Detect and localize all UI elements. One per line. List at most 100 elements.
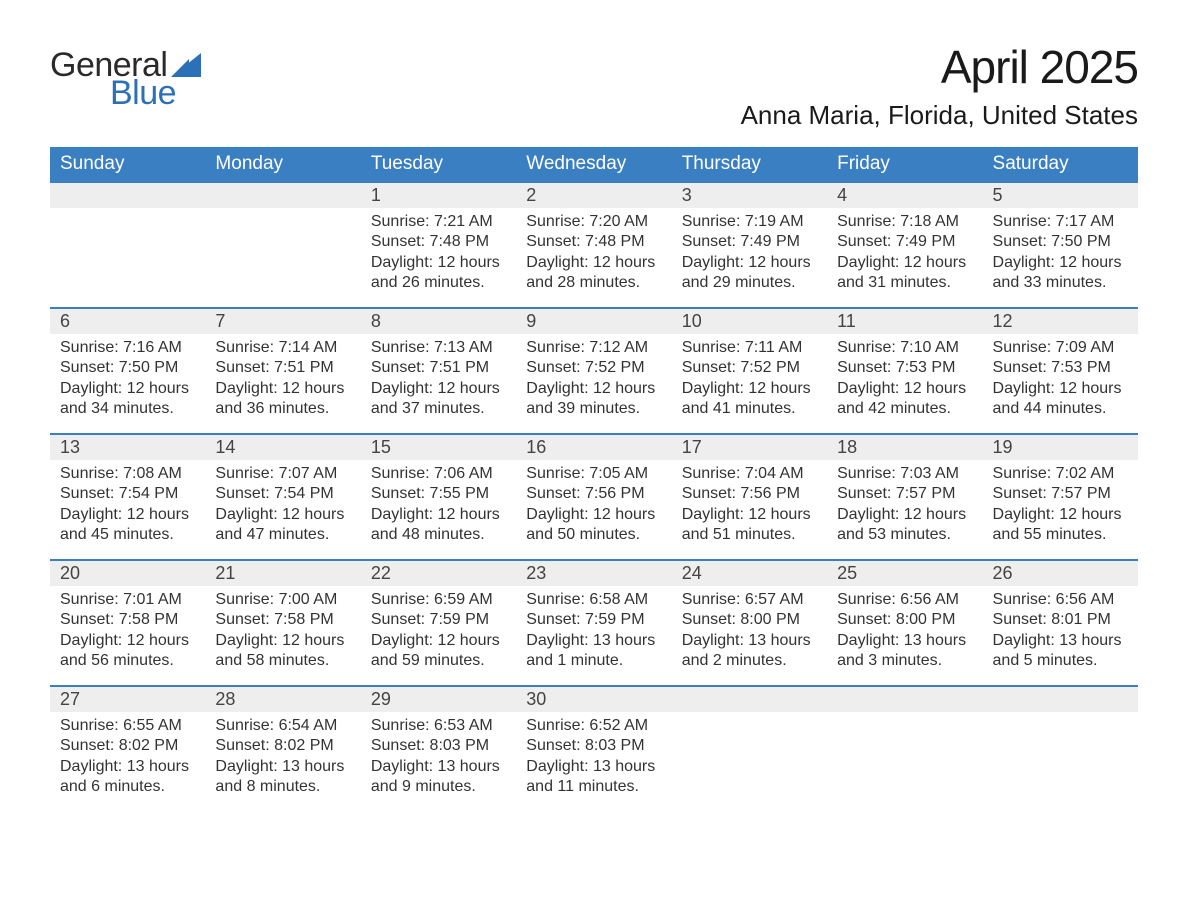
day-cell: 4Sunrise: 7:18 AMSunset: 7:49 PMDaylight… [827,183,982,307]
day-number: 15 [361,435,516,460]
daylight-line: Daylight: 13 hours and 9 minutes. [371,757,506,798]
day-body: Sunrise: 7:00 AMSunset: 7:58 PMDaylight:… [205,586,360,680]
day-cell: 25Sunrise: 6:56 AMSunset: 8:00 PMDayligh… [827,561,982,685]
sunset-line: Sunset: 7:59 PM [371,610,506,630]
day-cell: 11Sunrise: 7:10 AMSunset: 7:53 PMDayligh… [827,309,982,433]
sunrise-line: Sunrise: 7:18 AM [837,212,972,232]
day-number: 2 [516,183,671,208]
sunset-line: Sunset: 8:02 PM [215,736,350,756]
daylight-line: Daylight: 13 hours and 6 minutes. [60,757,195,798]
daylight-line: Daylight: 12 hours and 58 minutes. [215,631,350,672]
day-body: Sunrise: 6:53 AMSunset: 8:03 PMDaylight:… [361,712,516,806]
day-of-week-header: Thursday [672,147,827,181]
day-body: Sunrise: 7:16 AMSunset: 7:50 PMDaylight:… [50,334,205,428]
day-body: Sunrise: 7:17 AMSunset: 7:50 PMDaylight:… [983,208,1138,302]
day-number: 6 [50,309,205,334]
daylight-line: Daylight: 12 hours and 51 minutes. [682,505,817,546]
day-body: Sunrise: 7:03 AMSunset: 7:57 PMDaylight:… [827,460,982,554]
daylight-line: Daylight: 12 hours and 28 minutes. [526,253,661,294]
day-cell: 7Sunrise: 7:14 AMSunset: 7:51 PMDaylight… [205,309,360,433]
calendar-grid: SundayMondayTuesdayWednesdayThursdayFrid… [50,147,1138,811]
sunrise-line: Sunrise: 6:52 AM [526,716,661,736]
day-body: Sunrise: 7:05 AMSunset: 7:56 PMDaylight:… [516,460,671,554]
daylight-line: Daylight: 12 hours and 45 minutes. [60,505,195,546]
day-number: 8 [361,309,516,334]
location-subtitle: Anna Maria, Florida, United States [741,100,1138,131]
sunrise-line: Sunrise: 7:04 AM [682,464,817,484]
daylight-line: Daylight: 12 hours and 39 minutes. [526,379,661,420]
day-body: Sunrise: 6:57 AMSunset: 8:00 PMDaylight:… [672,586,827,680]
title-block: April 2025 Anna Maria, Florida, United S… [741,40,1138,131]
day-number: 3 [672,183,827,208]
sunset-line: Sunset: 8:00 PM [682,610,817,630]
sunrise-line: Sunrise: 6:56 AM [993,590,1128,610]
day-number: 13 [50,435,205,460]
day-cell: 28Sunrise: 6:54 AMSunset: 8:02 PMDayligh… [205,687,360,811]
sunrise-line: Sunrise: 7:01 AM [60,590,195,610]
day-cell: 23Sunrise: 6:58 AMSunset: 7:59 PMDayligh… [516,561,671,685]
sunset-line: Sunset: 7:52 PM [682,358,817,378]
day-body: Sunrise: 7:18 AMSunset: 7:49 PMDaylight:… [827,208,982,302]
sunset-line: Sunset: 8:01 PM [993,610,1128,630]
day-cell: 3Sunrise: 7:19 AMSunset: 7:49 PMDaylight… [672,183,827,307]
sunset-line: Sunset: 7:57 PM [993,484,1128,504]
day-body: Sunrise: 7:02 AMSunset: 7:57 PMDaylight:… [983,460,1138,554]
day-number: 11 [827,309,982,334]
sunrise-line: Sunrise: 7:20 AM [526,212,661,232]
daylight-line: Daylight: 13 hours and 11 minutes. [526,757,661,798]
sunrise-line: Sunrise: 7:19 AM [682,212,817,232]
brand-logo: General Blue [50,48,201,110]
day-cell: 13Sunrise: 7:08 AMSunset: 7:54 PMDayligh… [50,435,205,559]
week-row: 27Sunrise: 6:55 AMSunset: 8:02 PMDayligh… [50,685,1138,811]
sunset-line: Sunset: 7:52 PM [526,358,661,378]
sunrise-line: Sunrise: 7:02 AM [993,464,1128,484]
daylight-line: Daylight: 12 hours and 50 minutes. [526,505,661,546]
sunset-line: Sunset: 7:48 PM [526,232,661,252]
day-cell: 18Sunrise: 7:03 AMSunset: 7:57 PMDayligh… [827,435,982,559]
sunrise-line: Sunrise: 7:11 AM [682,338,817,358]
daylight-line: Daylight: 12 hours and 36 minutes. [215,379,350,420]
day-body: Sunrise: 7:09 AMSunset: 7:53 PMDaylight:… [983,334,1138,428]
daylight-line: Daylight: 13 hours and 1 minute. [526,631,661,672]
day-body: Sunrise: 6:58 AMSunset: 7:59 PMDaylight:… [516,586,671,680]
sunset-line: Sunset: 8:03 PM [526,736,661,756]
sunrise-line: Sunrise: 7:08 AM [60,464,195,484]
day-of-week-header: Tuesday [361,147,516,181]
day-number: 29 [361,687,516,712]
weeks-container: 1Sunrise: 7:21 AMSunset: 7:48 PMDaylight… [50,181,1138,811]
sunrise-line: Sunrise: 7:12 AM [526,338,661,358]
day-body: Sunrise: 7:06 AMSunset: 7:55 PMDaylight:… [361,460,516,554]
sunrise-line: Sunrise: 7:16 AM [60,338,195,358]
day-cell [983,687,1138,811]
day-cell: 16Sunrise: 7:05 AMSunset: 7:56 PMDayligh… [516,435,671,559]
day-number: 30 [516,687,671,712]
week-row: 1Sunrise: 7:21 AMSunset: 7:48 PMDaylight… [50,181,1138,307]
day-number: 26 [983,561,1138,586]
day-cell: 29Sunrise: 6:53 AMSunset: 8:03 PMDayligh… [361,687,516,811]
day-number: 16 [516,435,671,460]
day-body: Sunrise: 7:19 AMSunset: 7:49 PMDaylight:… [672,208,827,302]
day-cell: 19Sunrise: 7:02 AMSunset: 7:57 PMDayligh… [983,435,1138,559]
day-cell: 8Sunrise: 7:13 AMSunset: 7:51 PMDaylight… [361,309,516,433]
day-number: 28 [205,687,360,712]
daylight-line: Daylight: 12 hours and 59 minutes. [371,631,506,672]
sunset-line: Sunset: 7:56 PM [526,484,661,504]
day-cell [827,687,982,811]
sunset-line: Sunset: 7:59 PM [526,610,661,630]
sunrise-line: Sunrise: 6:53 AM [371,716,506,736]
day-of-week-header: Monday [205,147,360,181]
day-number: 4 [827,183,982,208]
day-cell: 12Sunrise: 7:09 AMSunset: 7:53 PMDayligh… [983,309,1138,433]
sunrise-line: Sunrise: 7:10 AM [837,338,972,358]
logo-text-blue: Blue [110,76,201,110]
day-cell: 30 Sunrise: 6:52 AMSunset: 8:03 PMDayligh… [516,687,671,811]
day-body: Sunrise: 7:12 AMSunset: 7:52 PMDaylight:… [516,334,671,428]
day-number: 14 [205,435,360,460]
day-number: 18 [827,435,982,460]
day-cell: 5Sunrise: 7:17 AMSunset: 7:50 PMDaylight… [983,183,1138,307]
sunrise-line: Sunrise: 6:57 AM [682,590,817,610]
sunset-line: Sunset: 7:50 PM [60,358,195,378]
day-body: Sunrise: 7:20 AMSunset: 7:48 PMDaylight:… [516,208,671,302]
sunset-line: Sunset: 7:53 PM [837,358,972,378]
day-number [983,687,1138,712]
